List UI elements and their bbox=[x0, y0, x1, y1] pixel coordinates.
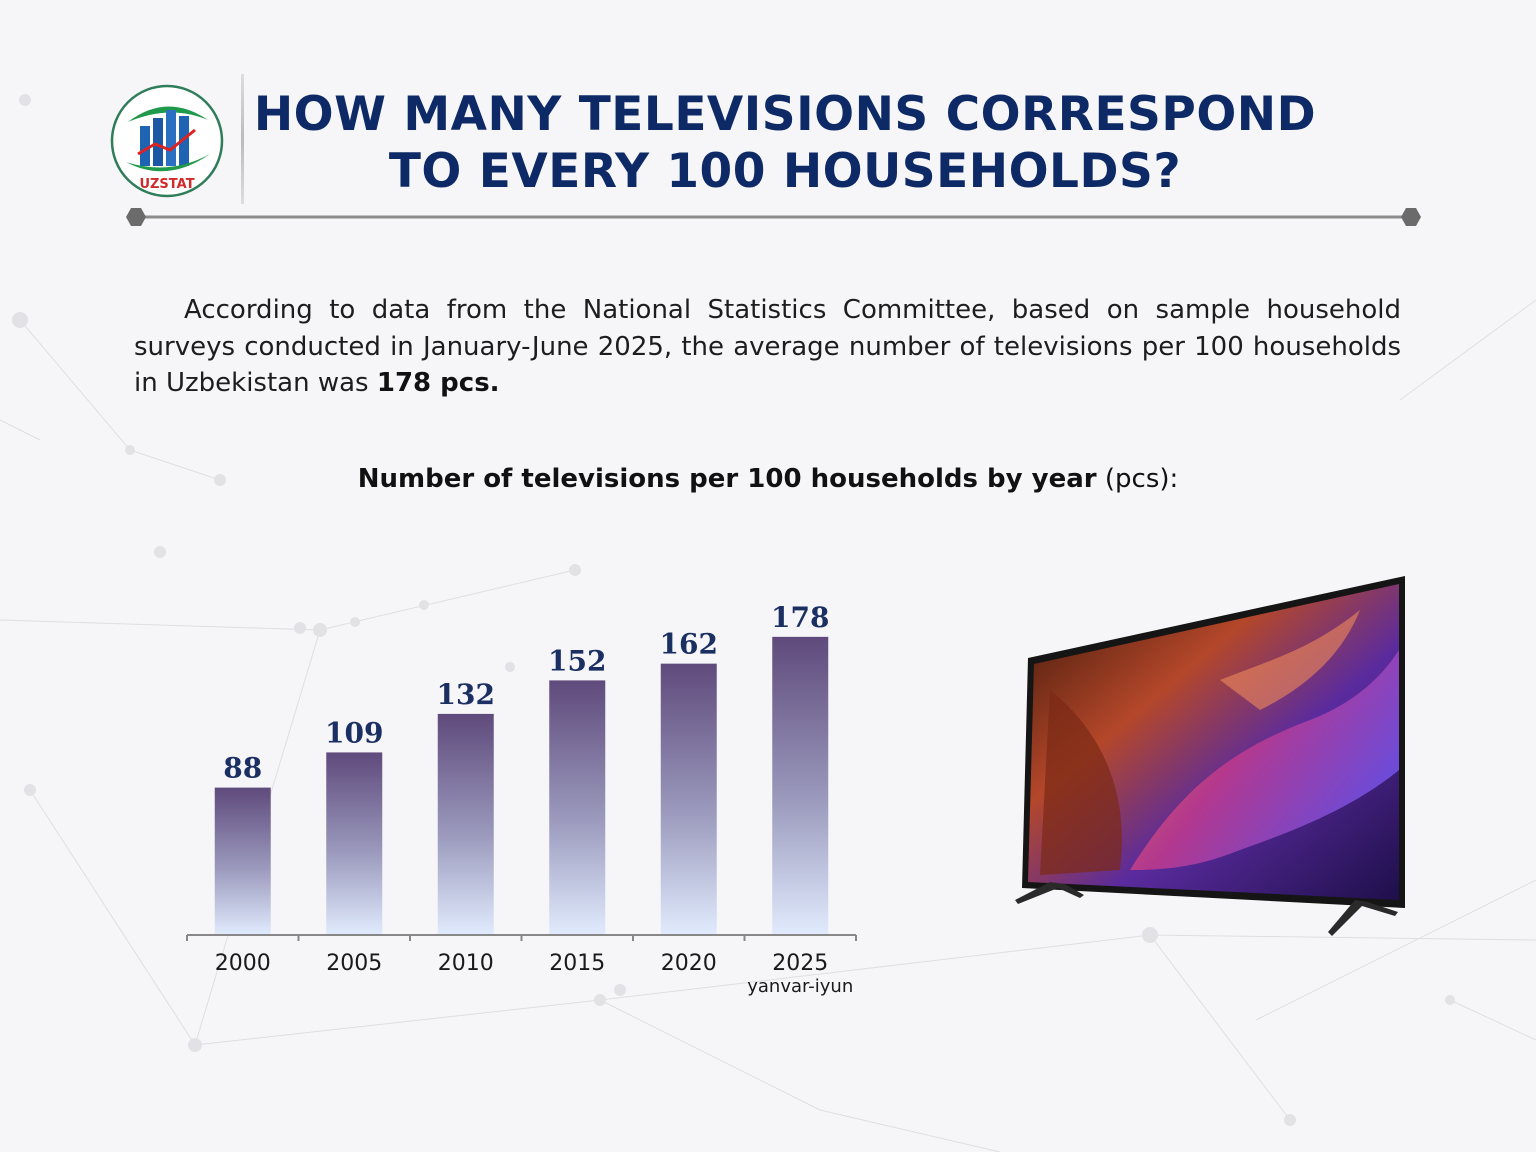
chart-heading-unit: (pcs): bbox=[1096, 464, 1179, 494]
value-label-2020: 162 bbox=[660, 628, 718, 661]
intro-paragraph: According to data from the National Stat… bbox=[134, 292, 1401, 402]
bar-2000 bbox=[214, 787, 271, 935]
bar-2020 bbox=[660, 663, 717, 935]
x-tick-label-2015: 2015 bbox=[549, 951, 605, 976]
intro-highlight: 178 pcs. bbox=[376, 368, 500, 398]
x-tick-label-2000: 2000 bbox=[215, 951, 271, 976]
bar-2005 bbox=[326, 752, 383, 935]
title-line-2: TO EVERY 100 HOUSEHOLDS? bbox=[388, 144, 1182, 199]
bar-chart: 88 109 132 152 162 178 2000 2005 2010 2015 2020 20… bbox=[186, 601, 857, 997]
x-tick-sublabel-2025: yanvar-iyun bbox=[747, 976, 853, 997]
value-label-2005: 109 bbox=[325, 716, 383, 749]
value-label-2015: 152 bbox=[548, 644, 606, 677]
logo-text: UZSTAT bbox=[139, 177, 194, 192]
uzstat-logo: UZSTAT bbox=[110, 84, 224, 198]
x-tick-label-2020: 2020 bbox=[661, 951, 717, 976]
chart-heading: Number of televisions per 100 households… bbox=[0, 464, 1536, 494]
bar-2025 bbox=[772, 636, 829, 935]
x-tick-label-2005: 2005 bbox=[326, 951, 382, 976]
value-label-2000: 88 bbox=[223, 752, 262, 785]
chart-heading-bold: Number of televisions per 100 households… bbox=[357, 464, 1097, 494]
x-tick-label-2010: 2010 bbox=[438, 951, 494, 976]
television-image bbox=[1015, 576, 1405, 936]
intro-text: According to data from the National Stat… bbox=[134, 295, 1401, 398]
bar-2010 bbox=[437, 713, 494, 935]
header-divider bbox=[126, 208, 1421, 226]
page-title: HOW MANY TELEVISIONS CORRESPOND TO EVERY… bbox=[250, 86, 1320, 200]
value-label-2010: 132 bbox=[437, 678, 495, 711]
title-line-1: HOW MANY TELEVISIONS CORRESPOND bbox=[253, 87, 1317, 142]
value-label-2025: 178 bbox=[771, 601, 829, 634]
x-tick-label-2025: 2025 bbox=[772, 951, 828, 976]
header-separator bbox=[241, 74, 244, 204]
bar-2015 bbox=[549, 680, 606, 935]
